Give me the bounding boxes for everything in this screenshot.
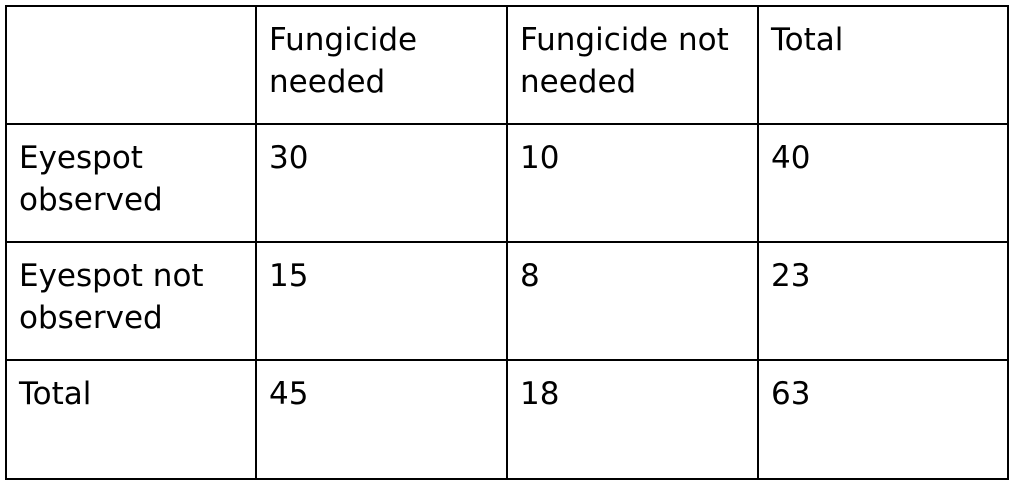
table-row: Eyespot not observed 15 8 23 [5,241,1009,361]
row-label-eyespot-not-observed: Eyespot not observed [5,241,257,361]
row-label-total: Total [5,359,257,480]
contingency-table: Fungicide needed Fungicide not needed To… [5,5,1009,480]
header-row: Fungicide needed Fungicide not needed To… [5,5,1009,125]
header-cell-fungicide-not-needed: Fungicide not needed [506,5,759,125]
table-cell: 8 [506,241,759,361]
table-row: Eyespot observed 30 10 40 [5,123,1009,243]
table-cell: 15 [255,241,508,361]
table-cell: 18 [506,359,759,480]
table-cell: 40 [757,123,1009,243]
table-cell: 23 [757,241,1009,361]
contingency-table-wrapper: Fungicide needed Fungicide not needed To… [5,5,1009,480]
table-cell: 45 [255,359,508,480]
row-label-eyespot-observed: Eyespot observed [5,123,257,243]
header-cell-total: Total [757,5,1009,125]
table-cell: 30 [255,123,508,243]
total-row: Total 45 18 63 [5,359,1009,480]
header-corner-cell [5,5,257,125]
table-cell: 63 [757,359,1009,480]
header-cell-fungicide-needed: Fungicide needed [255,5,508,125]
table-cell: 10 [506,123,759,243]
